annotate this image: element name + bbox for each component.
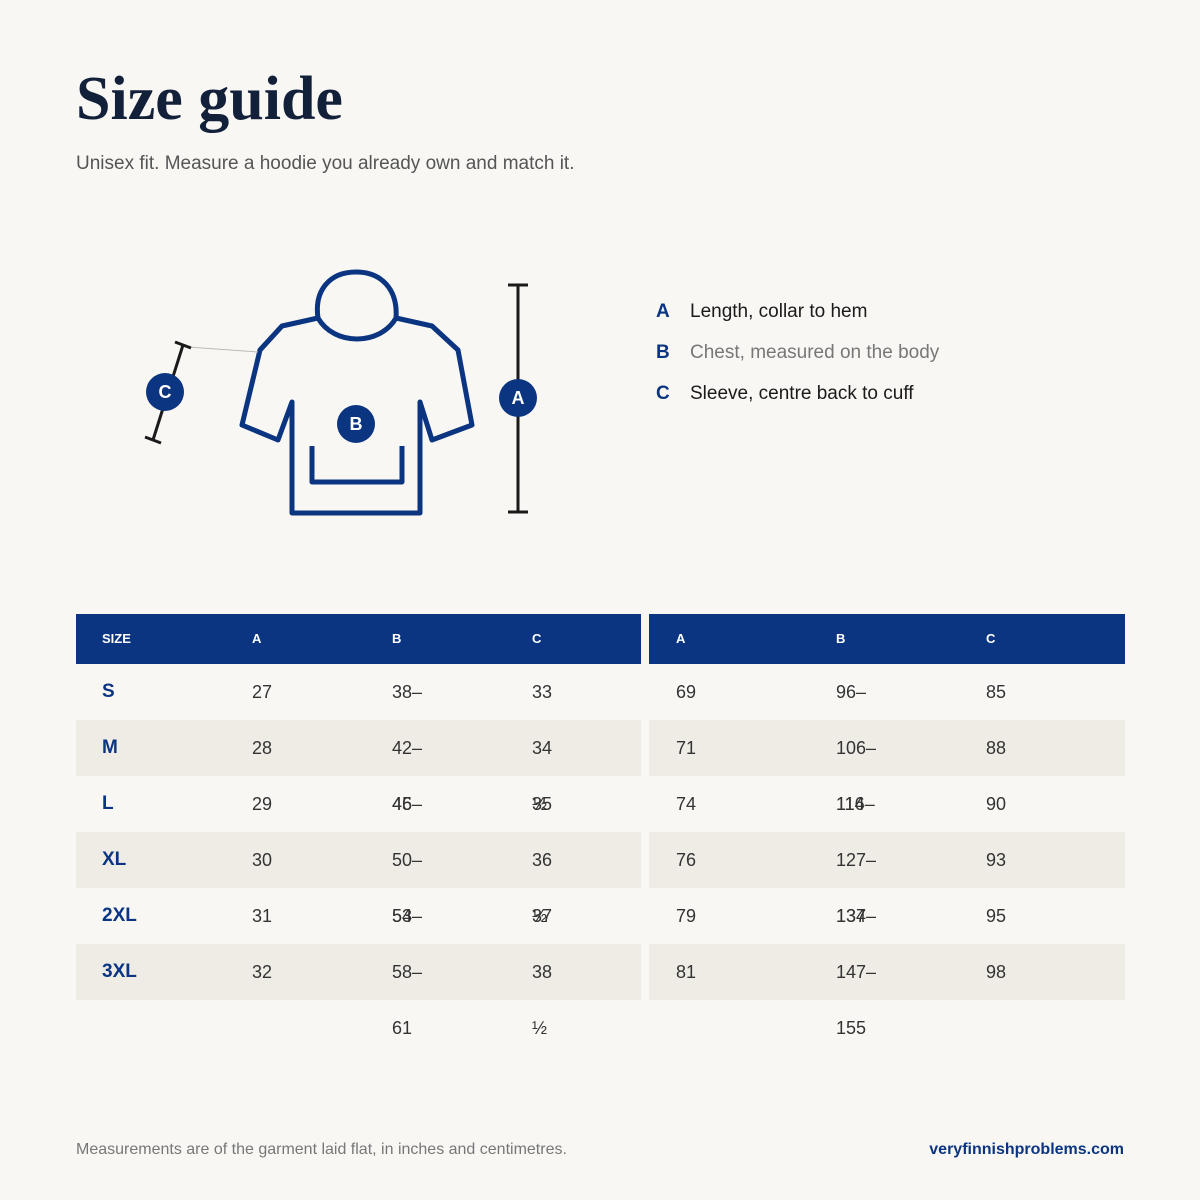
measurement: 69 <box>676 682 697 702</box>
measurement: 34 ½ <box>532 738 553 814</box>
measurement: 127–134 <box>836 850 877 926</box>
measurement: 33 ½ <box>532 682 553 758</box>
site-link[interactable]: veryfinnishproblems.com <box>929 1141 1124 1158</box>
column-header: C CM <box>986 631 1007 696</box>
measurement: 137–144 <box>836 906 877 982</box>
measurement: 96–104 <box>836 682 867 758</box>
legend-text: Length, collar to hem <box>690 301 868 322</box>
hoodie-diagram: A B C <box>144 269 537 516</box>
measurement: 54–57 <box>392 906 423 982</box>
column-header: B IN <box>392 631 405 696</box>
measurement: 79 <box>676 906 697 926</box>
measurement: 46–49 <box>392 794 423 870</box>
measurement: 106–114 <box>836 738 877 814</box>
row-bg <box>76 832 641 888</box>
measurement: 88 <box>986 738 1007 758</box>
header-bg <box>649 614 1125 664</box>
measurement: 76 <box>676 850 697 870</box>
measurement: 58–61 <box>392 962 423 1038</box>
column-header: SIZE <box>102 631 131 646</box>
measurement: 35 ½ <box>532 794 553 870</box>
measurement: 42–45 <box>392 738 423 814</box>
title: Size guide <box>76 65 343 133</box>
measurement: 29 <box>252 794 273 814</box>
measurement: 37 ½ <box>532 906 553 982</box>
measurement: 71 <box>676 738 697 758</box>
marker-label: C <box>159 382 172 402</box>
measurement: 38–41 <box>392 682 423 758</box>
measurement: 116–124 <box>836 794 875 870</box>
row-bg <box>649 720 1125 776</box>
hoodie-outline <box>239 269 475 516</box>
legend-text: Chest, measured on the body <box>690 342 940 363</box>
legend-letter: B <box>656 342 670 363</box>
legend-letter: A <box>656 301 670 322</box>
size-label: M <box>102 737 118 758</box>
measurement: 147–155 <box>836 962 877 1038</box>
subtitle: Unisex fit. Measure a hoodie you already… <box>76 153 575 174</box>
measurement: 98 <box>986 962 1007 982</box>
measurement: 50–53 <box>392 850 423 926</box>
marker-label: B <box>350 414 363 434</box>
legend-text: Sleeve, centre back to cuff <box>690 383 914 404</box>
row-bg <box>76 944 641 1000</box>
footnote: Measurements are of the garment laid fla… <box>76 1141 567 1158</box>
row-bg <box>649 832 1125 888</box>
column-header: B CM <box>836 631 857 696</box>
measurement: 38 ½ <box>532 962 553 1038</box>
legend-letter: C <box>656 383 670 404</box>
measurement: 95 <box>986 906 1007 926</box>
measurement: 28 <box>252 738 273 758</box>
size-label: 3XL <box>102 961 137 982</box>
measurement: 74 <box>676 794 697 814</box>
size-label: L <box>102 793 114 814</box>
column-header: A CM <box>676 631 697 696</box>
measurement: 85 <box>986 682 1007 702</box>
measurement: 36 ½ <box>532 850 553 926</box>
measurement: 93 <box>986 850 1007 870</box>
column-header: C IN <box>532 631 545 696</box>
measurement: 31 <box>252 906 273 926</box>
measurement: 30 <box>252 850 273 870</box>
size-label: S <box>102 681 115 702</box>
column-header: A IN <box>252 631 265 696</box>
measurement: 81 <box>676 962 697 982</box>
row-bg <box>76 720 641 776</box>
marker-label: A <box>512 388 525 408</box>
row-bg <box>649 944 1125 1000</box>
measurement: 27 <box>252 682 273 702</box>
measurement: 32 <box>252 962 273 982</box>
header-bg <box>76 614 641 664</box>
size-label: 2XL <box>102 905 137 926</box>
size-label: XL <box>102 849 127 870</box>
measurement: 90 <box>986 794 1007 814</box>
